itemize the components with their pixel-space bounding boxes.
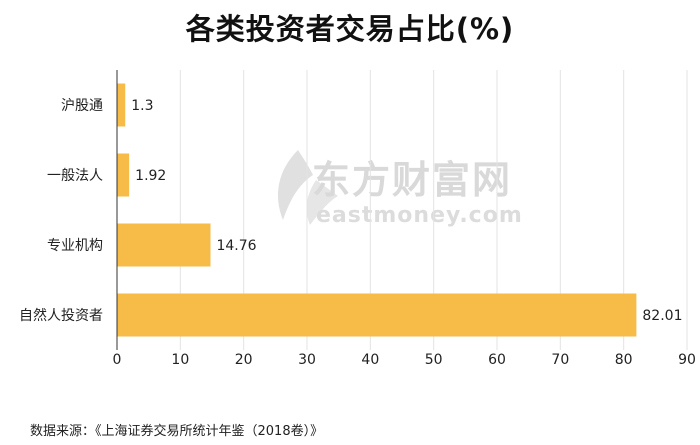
x-tick-label: 50 [425,352,443,368]
bar [117,223,211,267]
x-tick-label: 70 [551,352,569,368]
value-label: 1.92 [135,168,166,184]
category-label: 一般法人 [47,168,103,184]
category-label: 专业机构 [47,238,103,254]
chart-title: 各类投资者交易占比(%) [185,12,515,46]
x-tick-label: 80 [615,352,633,368]
x-tick-labels: 0 10 20 30 40 50 60 70 80 90 [113,352,696,368]
category-label: 自然人投资者 [19,307,103,324]
category-label: 沪股通 [61,98,103,114]
x-tick-label: 30 [298,352,316,368]
watermark: 东方财富网 eastmoney.com [278,150,523,228]
bars [117,83,637,337]
value-label: 82.01 [642,308,682,324]
value-labels: 1.3 1.92 14.76 82.01 [131,98,682,324]
bar [117,153,130,197]
bar [117,83,126,127]
bar [117,293,637,337]
value-label: 14.76 [216,238,256,254]
watermark-en-text: eastmoney.com [316,203,523,228]
x-tick-label: 10 [171,352,189,368]
watermark-cn-text: 东方财富网 [312,158,512,202]
x-tick-label: 0 [113,352,122,368]
data-source-note: 数据来源：《上海证券交易所统计年鉴（2018卷）》 [30,424,324,439]
watermark-logo-icon [278,150,338,225]
x-tick-label: 20 [235,352,253,368]
value-label: 1.3 [131,98,153,114]
x-tick-label: 60 [488,352,506,368]
x-tick-label: 40 [361,352,379,368]
x-tick-label: 90 [678,352,696,368]
